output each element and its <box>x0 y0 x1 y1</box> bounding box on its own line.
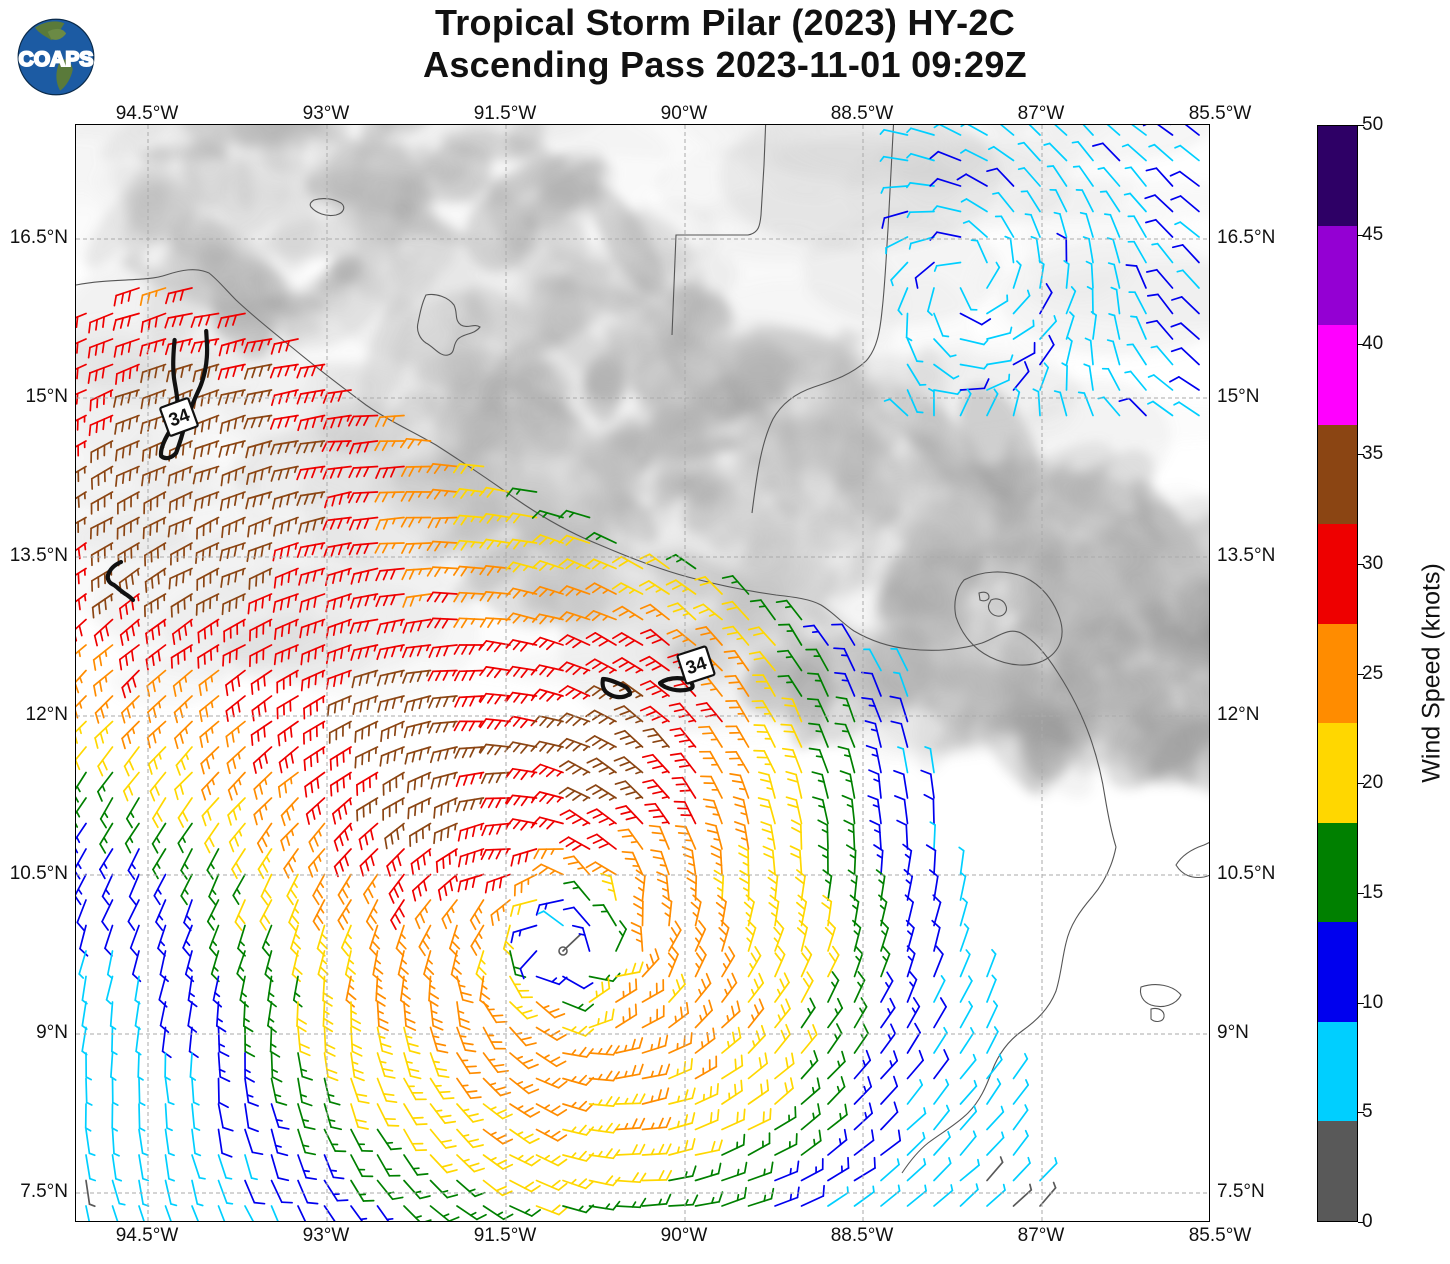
svg-text:COAPS: COAPS <box>19 48 94 71</box>
